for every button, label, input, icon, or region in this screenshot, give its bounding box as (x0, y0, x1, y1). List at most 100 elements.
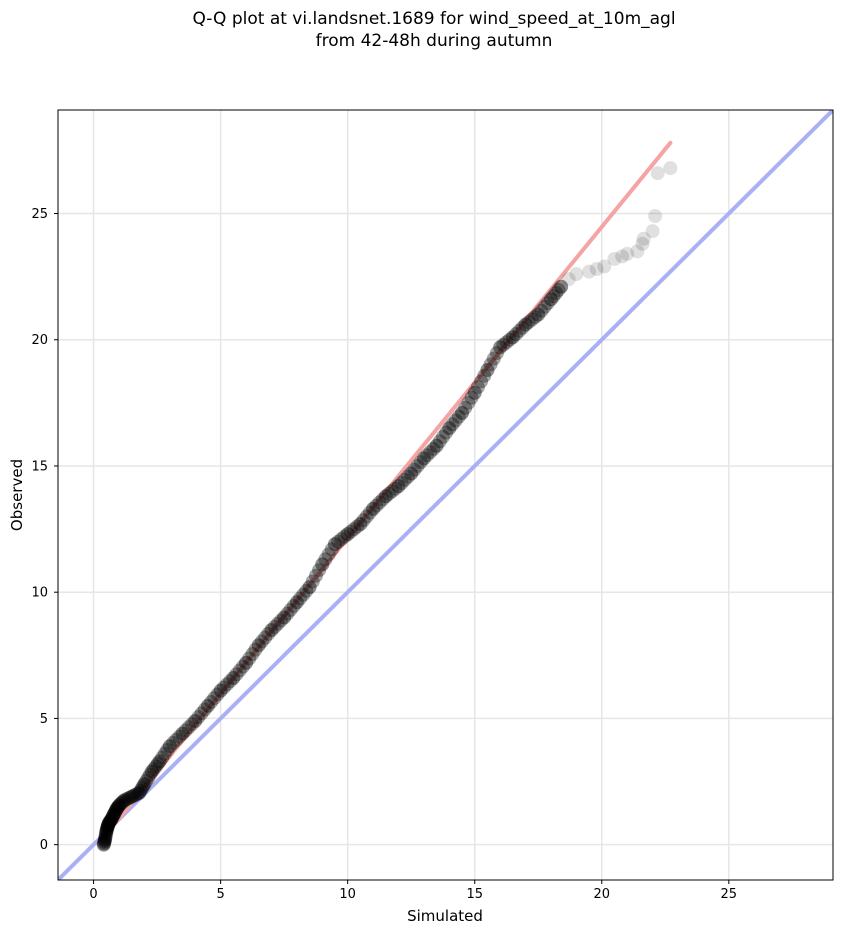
data-point-fill (426, 441, 441, 456)
data-point (366, 501, 381, 516)
axis-ticks: 0 5 10 15 20 25 0 5 10 15 20 25 (31, 207, 737, 902)
data-point-fill (445, 417, 460, 432)
data-point-fill (97, 836, 112, 851)
data-point (99, 825, 114, 840)
data-point-fill (420, 448, 435, 463)
data-point (615, 249, 630, 264)
data-point (200, 698, 215, 713)
data-point-fill (102, 815, 117, 830)
data-point (96, 837, 111, 852)
data-point-fill (223, 674, 238, 689)
data-point-fill (502, 332, 517, 347)
data-point (597, 259, 612, 274)
data-point-fill (305, 574, 320, 589)
data-point (442, 421, 457, 436)
data-point (162, 739, 177, 754)
data-point-fill (197, 702, 212, 717)
data-point-fill (105, 809, 120, 824)
data-point (582, 264, 597, 279)
y-tick-label: 25 (31, 207, 48, 222)
data-point-fill (107, 806, 122, 821)
data-point-fill (267, 619, 282, 634)
data-point-fill (235, 659, 250, 674)
data-point-fill (122, 790, 137, 805)
data-point-fill (120, 791, 135, 806)
data-point-fill (397, 472, 412, 487)
data-point-fill (369, 498, 384, 513)
data-point-fill (448, 413, 463, 428)
data-point-fill (270, 616, 285, 631)
data-point-fill (521, 315, 536, 330)
y-tick-label: 5 (40, 712, 48, 727)
data-point-fill (324, 542, 339, 557)
data-point (635, 236, 650, 251)
data-point-fill (258, 630, 273, 645)
data-point-fill (347, 522, 362, 537)
data-point (239, 655, 254, 670)
data-point-fill (143, 767, 158, 782)
data-point-fill (103, 813, 118, 828)
data-point-fill (155, 750, 170, 765)
x-axis-label: Simulated (407, 907, 483, 925)
data-point-fill (410, 458, 425, 473)
data-point (327, 537, 342, 552)
data-point-fill (101, 818, 116, 833)
data-point-fill (207, 691, 222, 706)
data-point-fill (108, 803, 123, 818)
data-point-fill (286, 599, 301, 614)
data-point-fill (160, 742, 175, 757)
data-point (607, 251, 622, 266)
data-point (630, 244, 645, 259)
data-point-fill (350, 519, 365, 534)
data-point-fill (150, 756, 165, 771)
data-point (648, 209, 663, 224)
data-point (663, 161, 678, 176)
data-point (98, 832, 113, 847)
data-point-fill (435, 429, 450, 444)
data-point-fill (157, 746, 172, 761)
data-point-fill (97, 835, 112, 850)
data-point-fill (261, 626, 276, 641)
data-point (620, 246, 635, 261)
y-axis-label: Observed (8, 459, 26, 531)
data-point-fill (439, 425, 454, 440)
data-point-fill (172, 729, 187, 744)
data-point (493, 340, 508, 355)
data-point (554, 279, 569, 294)
data-point-fill (381, 486, 396, 501)
data-point (106, 807, 121, 822)
data-point-fill (191, 710, 206, 725)
data-point-fill (97, 833, 112, 848)
data-point-fill (98, 826, 113, 841)
data-point (569, 267, 584, 282)
data-point-fill (126, 788, 141, 803)
data-point-fill (136, 779, 151, 794)
data-point-fill (100, 821, 115, 836)
data-point-fill (104, 811, 119, 826)
data-point-fill (470, 380, 485, 395)
data-point-fill (114, 796, 129, 810)
data-point-fill (461, 395, 476, 410)
data-point-fill (401, 469, 416, 484)
data-point-fill (110, 801, 125, 816)
data-point-fill (113, 797, 128, 812)
data-point (645, 224, 660, 239)
data-point-fill (321, 547, 336, 562)
data-point-fill (108, 804, 123, 819)
x-tick-label: 5 (216, 887, 224, 902)
data-point-fill (499, 335, 514, 350)
data-point (152, 754, 167, 769)
data-points (96, 161, 678, 852)
data-point-fill (331, 534, 346, 549)
data-point-fill (334, 532, 349, 547)
x-tick-label: 20 (593, 887, 610, 902)
data-point-fill (248, 642, 263, 657)
data-point (404, 466, 419, 481)
x-tick-label: 0 (89, 887, 97, 902)
data-point-fill (423, 445, 438, 460)
data-point-fill (254, 634, 269, 649)
data-point (589, 262, 604, 277)
data-point-fill (464, 390, 479, 405)
x-tick-label: 10 (339, 887, 356, 902)
